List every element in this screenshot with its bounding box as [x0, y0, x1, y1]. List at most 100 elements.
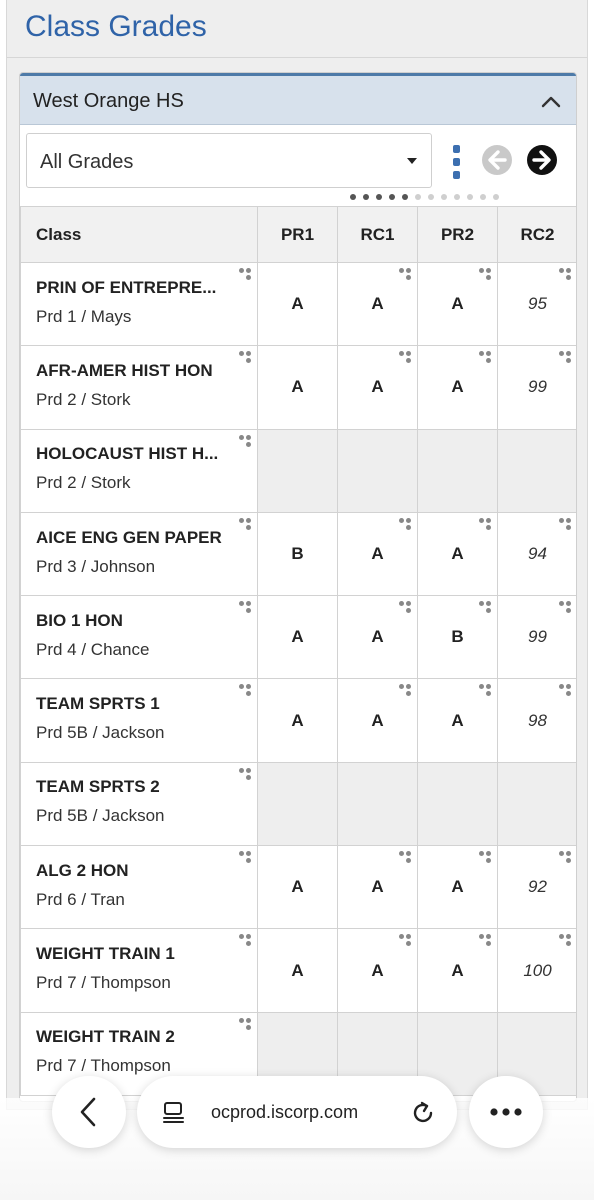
cell-options-icon[interactable] — [478, 683, 494, 697]
grade-cell-rc2[interactable]: 100 — [497, 928, 576, 1013]
grade-cell-rc2[interactable]: 98 — [497, 678, 576, 763]
school-header[interactable]: West Orange HS — [20, 73, 576, 125]
cell-options-icon[interactable] — [238, 600, 254, 614]
cell-options-icon[interactable] — [238, 350, 254, 364]
grade-cell-pr1[interactable]: A — [257, 928, 338, 1013]
page-title: Class Grades — [25, 10, 207, 43]
table-row[interactable]: TEAM SPRTS 1 Prd 5B / Jackson A A A 98 — [20, 678, 576, 763]
cell-options-icon[interactable] — [398, 600, 414, 614]
table-row[interactable]: TEAM SPRTS 2 Prd 5B / Jackson — [20, 761, 576, 847]
cell-options-icon[interactable] — [478, 267, 494, 281]
cell-options-icon[interactable] — [478, 850, 494, 864]
grade-cell-rc2[interactable]: 99 — [497, 595, 576, 680]
more-options-icon[interactable] — [450, 145, 462, 179]
class-cell[interactable]: TEAM SPRTS 1 Prd 5B / Jackson — [20, 678, 258, 763]
class-cell[interactable]: WEIGHT TRAIN 1 Prd 7 / Thompson — [20, 928, 258, 1013]
class-cell[interactable]: BIO 1 HON Prd 4 / Chance — [20, 595, 258, 680]
class-cell[interactable]: TEAM SPRTS 2 Prd 5B / Jackson — [20, 761, 258, 847]
cell-options-icon[interactable] — [558, 683, 574, 697]
grade-cell-rc2[interactable]: 95 — [497, 261, 576, 347]
class-cell[interactable]: AICE ENG GEN PAPER Prd 3 / Johnson — [20, 511, 258, 597]
class-cell[interactable]: AFR-AMER HIST HON Prd 2 / Stork — [20, 345, 258, 430]
table-row[interactable]: BIO 1 HON Prd 4 / Chance A A B 99 — [20, 595, 576, 680]
column-header-rc2[interactable]: RC2 — [497, 206, 576, 263]
column-header-rc1[interactable]: RC1 — [337, 206, 418, 263]
grade-cell-pr2[interactable]: A — [417, 511, 498, 597]
cell-options-icon[interactable] — [238, 767, 254, 781]
grade-cell-pr2[interactable]: A — [417, 928, 498, 1013]
cell-options-icon[interactable] — [398, 350, 414, 364]
grade-cell-rc1[interactable]: A — [337, 845, 418, 930]
grade-cell-pr1[interactable]: A — [257, 261, 338, 347]
grade-cell-pr1[interactable]: A — [257, 845, 338, 930]
previous-page-icon[interactable] — [481, 144, 513, 176]
cell-options-icon[interactable] — [238, 434, 254, 448]
cell-options-icon[interactable] — [238, 267, 254, 281]
cell-options-icon[interactable] — [238, 683, 254, 697]
class-cell[interactable]: ALG 2 HON Prd 6 / Tran — [20, 845, 258, 930]
grade-cell-rc1[interactable]: A — [337, 261, 418, 347]
cell-options-icon[interactable] — [398, 933, 414, 947]
grade-cell-pr2[interactable]: A — [417, 678, 498, 763]
table-row[interactable]: AFR-AMER HIST HON Prd 2 / Stork A A A 99 — [20, 345, 576, 430]
cell-options-icon[interactable] — [238, 1017, 254, 1031]
cell-options-icon[interactable] — [238, 933, 254, 947]
cell-options-icon[interactable] — [238, 850, 254, 864]
cell-options-icon[interactable] — [398, 517, 414, 531]
grade-cell-rc1[interactable]: A — [337, 678, 418, 763]
chevron-up-icon[interactable] — [540, 94, 562, 110]
grade-cell-pr2[interactable]: B — [417, 595, 498, 680]
cell-options-icon[interactable] — [558, 933, 574, 947]
next-page-icon[interactable] — [526, 144, 558, 176]
cell-options-icon[interactable] — [558, 267, 574, 281]
cell-options-icon[interactable] — [398, 267, 414, 281]
class-period-teacher: Prd 7 / Thompson — [36, 1056, 171, 1076]
grade-value: A — [371, 377, 384, 397]
class-name: TEAM SPRTS 2 — [36, 777, 160, 797]
column-header-pr1[interactable]: PR1 — [257, 206, 338, 263]
class-cell[interactable]: HOLOCAUST HIST H... Prd 2 / Stork — [20, 428, 258, 513]
cell-options-icon[interactable] — [558, 600, 574, 614]
cell-options-icon[interactable] — [398, 683, 414, 697]
grade-filter-select[interactable]: All Grades — [26, 133, 432, 188]
grade-cell-rc2[interactable]: 92 — [497, 845, 576, 930]
grade-cell-rc2[interactable]: 99 — [497, 345, 576, 430]
cell-options-icon[interactable] — [478, 933, 494, 947]
page-dot — [493, 194, 499, 200]
cell-options-icon[interactable] — [478, 517, 494, 531]
class-cell[interactable]: PRIN OF ENTREPRE... Prd 1 / Mays — [20, 261, 258, 347]
table-row[interactable]: PRIN OF ENTREPRE... Prd 1 / Mays A A A 95 — [20, 261, 576, 347]
table-row[interactable]: WEIGHT TRAIN 1 Prd 7 / Thompson A A A 100 — [20, 928, 576, 1013]
grade-cell-pr1[interactable]: A — [257, 595, 338, 680]
grade-cell-pr1[interactable]: B — [257, 511, 338, 597]
class-period-teacher: Prd 5B / Jackson — [36, 723, 165, 743]
table-row[interactable]: AICE ENG GEN PAPER Prd 3 / Johnson B A A 94 — [20, 511, 576, 597]
cell-options-icon[interactable] — [398, 850, 414, 864]
grade-value: A — [451, 294, 464, 314]
page-menu-icon[interactable] — [161, 1100, 187, 1124]
grade-cell-rc1[interactable]: A — [337, 595, 418, 680]
browser-back-button[interactable] — [52, 1076, 126, 1148]
address-bar[interactable]: ocprod.iscorp.com — [137, 1076, 457, 1148]
cell-options-icon[interactable] — [558, 350, 574, 364]
cell-options-icon[interactable] — [478, 600, 494, 614]
cell-options-icon[interactable] — [238, 517, 254, 531]
browser-more-button[interactable] — [469, 1076, 543, 1148]
grade-cell-rc2[interactable]: 94 — [497, 511, 576, 597]
grade-cell-pr1[interactable]: A — [257, 345, 338, 430]
grade-cell-rc1[interactable]: A — [337, 511, 418, 597]
grade-cell-rc1[interactable]: A — [337, 928, 418, 1013]
cell-options-icon[interactable] — [558, 517, 574, 531]
grade-cell-pr1[interactable]: A — [257, 678, 338, 763]
table-row[interactable]: HOLOCAUST HIST H... Prd 2 / Stork — [20, 428, 576, 513]
grade-cell-pr2[interactable]: A — [417, 845, 498, 930]
grade-cell-rc1[interactable]: A — [337, 345, 418, 430]
cell-options-icon[interactable] — [558, 850, 574, 864]
table-row[interactable]: ALG 2 HON Prd 6 / Tran A A A 92 — [20, 845, 576, 930]
column-header-pr2[interactable]: PR2 — [417, 206, 498, 263]
grade-cell-pr2[interactable]: A — [417, 345, 498, 430]
reload-icon[interactable] — [409, 1099, 437, 1127]
cell-options-icon[interactable] — [478, 350, 494, 364]
column-header-class[interactable]: Class — [20, 206, 258, 263]
grade-cell-pr2[interactable]: A — [417, 261, 498, 347]
